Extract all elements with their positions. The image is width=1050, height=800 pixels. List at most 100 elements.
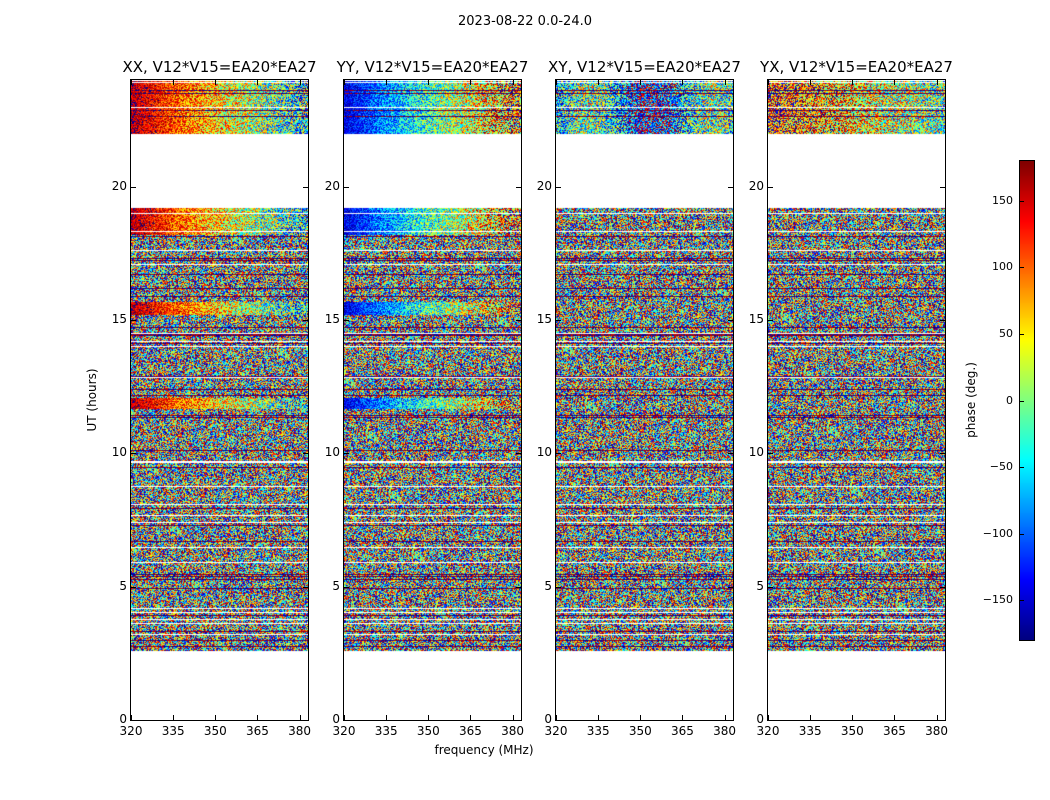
y-tick-mark: [303, 186, 308, 188]
x-tick-label: 365: [458, 724, 482, 738]
x-tick-mark: [428, 715, 430, 720]
y-tick-mark: [516, 586, 521, 588]
y-tick-label: 15: [111, 312, 127, 326]
heatmap-yx: [768, 80, 945, 720]
x-tick-label: 320: [119, 724, 143, 738]
x-tick-mark: [386, 80, 388, 85]
x-tick-mark: [894, 80, 896, 85]
y-tick-label: 20: [324, 178, 340, 193]
y-tick-label: 0: [756, 712, 764, 726]
panel-title-xx: XX, V12*V15=EA20*EA27: [122, 58, 317, 76]
colorbar-tick-label: −50: [989, 460, 1013, 474]
colorbar-tick-mark: [1020, 533, 1024, 535]
y-tick-mark: [303, 320, 308, 321]
heatmap-yy: [344, 80, 521, 720]
y-tick-mark: [303, 720, 308, 721]
y-tick-mark: [940, 453, 945, 455]
y-tick-label: 0: [332, 712, 340, 726]
y-tick-label: 20: [111, 178, 127, 193]
x-tick-mark: [852, 80, 854, 85]
colorbar-tick-label: −100: [982, 526, 1013, 540]
colorbar-tick-mark: [1020, 267, 1024, 269]
y-tick-mark: [516, 453, 521, 455]
x-tick-label: 320: [332, 724, 356, 738]
y-tick-mark: [768, 320, 773, 321]
y-tick-mark: [516, 186, 521, 188]
x-tick-mark: [810, 80, 812, 85]
x-tick-mark: [215, 715, 217, 720]
colorbar-tick-label: 0: [1006, 393, 1013, 407]
y-tick-mark: [940, 720, 945, 721]
y-axis-label: UT (hours): [85, 368, 99, 432]
x-tick-mark: [768, 715, 769, 720]
x-tick-label: 365: [245, 724, 269, 738]
x-tick-mark: [299, 715, 301, 720]
x-tick-label: 350: [203, 724, 227, 738]
x-tick-mark: [257, 715, 259, 720]
y-tick-mark: [303, 586, 308, 588]
y-tick-label: 15: [324, 312, 340, 326]
x-tick-mark: [810, 715, 812, 720]
colorbar-tick-mark: [1020, 467, 1024, 469]
y-tick-mark: [344, 720, 349, 721]
x-tick-mark: [344, 715, 345, 720]
x-tick-mark: [215, 80, 217, 85]
x-tick-label: 350: [416, 724, 440, 738]
x-tick-label: 335: [798, 724, 822, 738]
y-tick-mark: [940, 320, 945, 321]
y-tick-label: 5: [544, 578, 552, 593]
x-tick-mark: [556, 80, 557, 85]
y-tick-mark: [768, 586, 773, 588]
x-tick-mark: [344, 80, 345, 85]
y-tick-label: 10: [111, 445, 127, 460]
colorbar-tick-label: −150: [982, 593, 1013, 607]
y-tick-mark: [131, 320, 136, 321]
heatmap-xx: [131, 80, 308, 720]
x-tick-label: 335: [374, 724, 398, 738]
y-tick-mark: [131, 186, 136, 188]
x-tick-label: 380: [713, 724, 737, 738]
x-tick-mark: [512, 80, 514, 85]
x-axis-label: frequency (MHz): [434, 743, 534, 757]
y-tick-mark: [728, 186, 733, 188]
y-tick-mark: [556, 720, 561, 721]
x-tick-mark: [894, 715, 896, 720]
x-tick-label: 380: [925, 724, 949, 738]
y-tick-mark: [131, 453, 136, 455]
y-tick-label: 10: [324, 445, 340, 460]
y-tick-mark: [344, 453, 349, 455]
x-tick-label: 365: [882, 724, 906, 738]
x-tick-mark: [299, 80, 301, 85]
x-tick-mark: [470, 80, 472, 85]
x-tick-mark: [556, 715, 557, 720]
y-tick-mark: [940, 186, 945, 188]
y-tick-label: 5: [756, 578, 764, 593]
y-tick-mark: [768, 453, 773, 455]
x-tick-mark: [768, 80, 769, 85]
x-tick-label: 380: [288, 724, 312, 738]
y-tick-label: 10: [536, 445, 552, 460]
y-tick-mark: [516, 720, 521, 721]
x-tick-mark: [598, 80, 600, 85]
y-tick-mark: [131, 586, 136, 588]
x-tick-mark: [640, 715, 642, 720]
y-tick-mark: [728, 453, 733, 455]
y-tick-mark: [768, 720, 773, 721]
y-tick-mark: [940, 586, 945, 588]
y-tick-mark: [556, 453, 561, 455]
y-tick-mark: [556, 320, 561, 321]
y-tick-label: 0: [119, 712, 127, 726]
x-tick-label: 350: [628, 724, 652, 738]
y-tick-mark: [516, 320, 521, 321]
y-tick-label: 5: [332, 578, 340, 593]
colorbar-tick-mark: [1020, 333, 1024, 335]
y-tick-mark: [728, 720, 733, 721]
y-tick-mark: [728, 586, 733, 588]
x-tick-label: 365: [670, 724, 694, 738]
x-tick-mark: [724, 715, 726, 720]
x-tick-label: 335: [161, 724, 185, 738]
heatmap-xy: [556, 80, 733, 720]
x-tick-mark: [936, 80, 938, 85]
x-tick-mark: [428, 80, 430, 85]
